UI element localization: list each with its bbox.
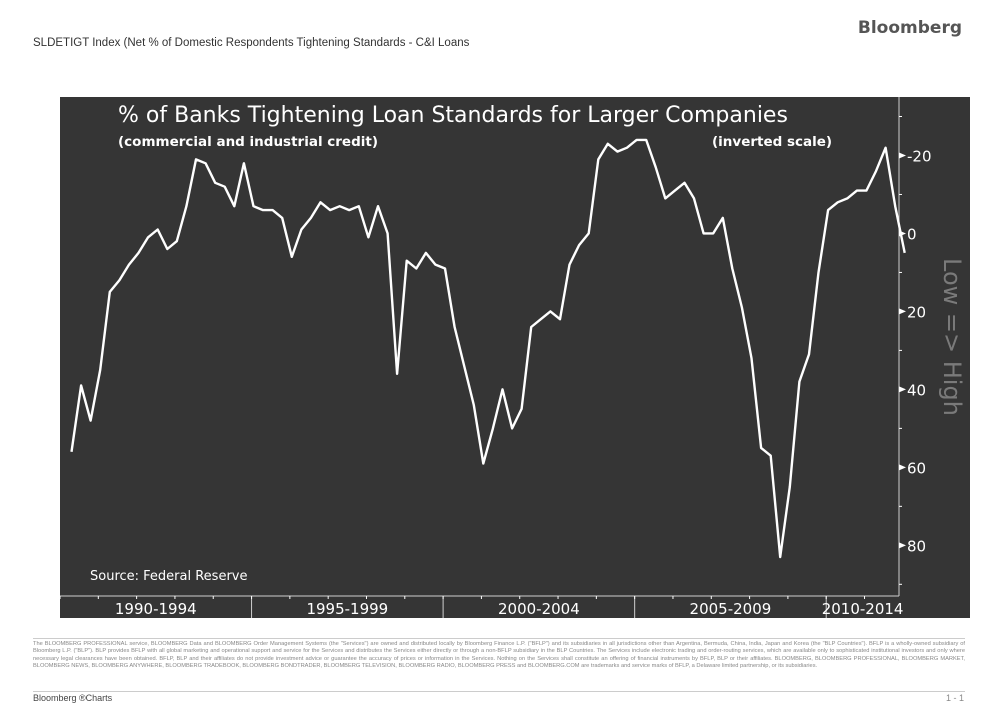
y-tick bbox=[899, 308, 906, 315]
y-tick-label: -20 bbox=[907, 147, 932, 165]
x-tick-label: 2010-2014 bbox=[822, 600, 904, 618]
document-title: SLDETIGT Index (Net % of Domestic Respon… bbox=[33, 37, 470, 49]
y-tick bbox=[899, 542, 906, 549]
source-note: Source: Federal Reserve bbox=[90, 569, 248, 584]
bloomberg-logo: Bloomberg bbox=[857, 18, 962, 38]
divider bbox=[33, 691, 965, 692]
y-tick-label: 0 bbox=[907, 225, 917, 243]
disclaimer-text: The BLOOMBERG PROFESSIONAL service, BLOO… bbox=[33, 641, 965, 669]
x-tick-label: 2005-2009 bbox=[690, 600, 772, 618]
y-tick bbox=[899, 464, 906, 471]
inverted-scale-note: (inverted scale) bbox=[712, 134, 832, 150]
divider bbox=[33, 638, 965, 639]
chart-title: % of Banks Tightening Loan Standards for… bbox=[118, 103, 788, 128]
y-tick bbox=[899, 152, 906, 159]
y-tick-label: 40 bbox=[907, 381, 926, 399]
chart-background bbox=[60, 97, 970, 618]
y-tick bbox=[899, 386, 906, 393]
page-number: 1 - 1 bbox=[945, 693, 964, 703]
x-tick-label: 2000-2004 bbox=[498, 600, 580, 618]
y-tick-label: 60 bbox=[907, 459, 926, 477]
chart-subtitle: (commercial and industrial credit) bbox=[118, 134, 378, 150]
x-tick-label: 1995-1999 bbox=[306, 600, 388, 618]
y-tick-label: 20 bbox=[907, 303, 926, 321]
x-tick-label: 1990-1994 bbox=[115, 600, 197, 618]
y-axis-label: Low => High bbox=[938, 258, 966, 416]
footer-brand: Bloomberg ®Charts bbox=[33, 693, 113, 703]
y-tick-label: 80 bbox=[907, 537, 926, 555]
series-line bbox=[70, 138, 906, 559]
